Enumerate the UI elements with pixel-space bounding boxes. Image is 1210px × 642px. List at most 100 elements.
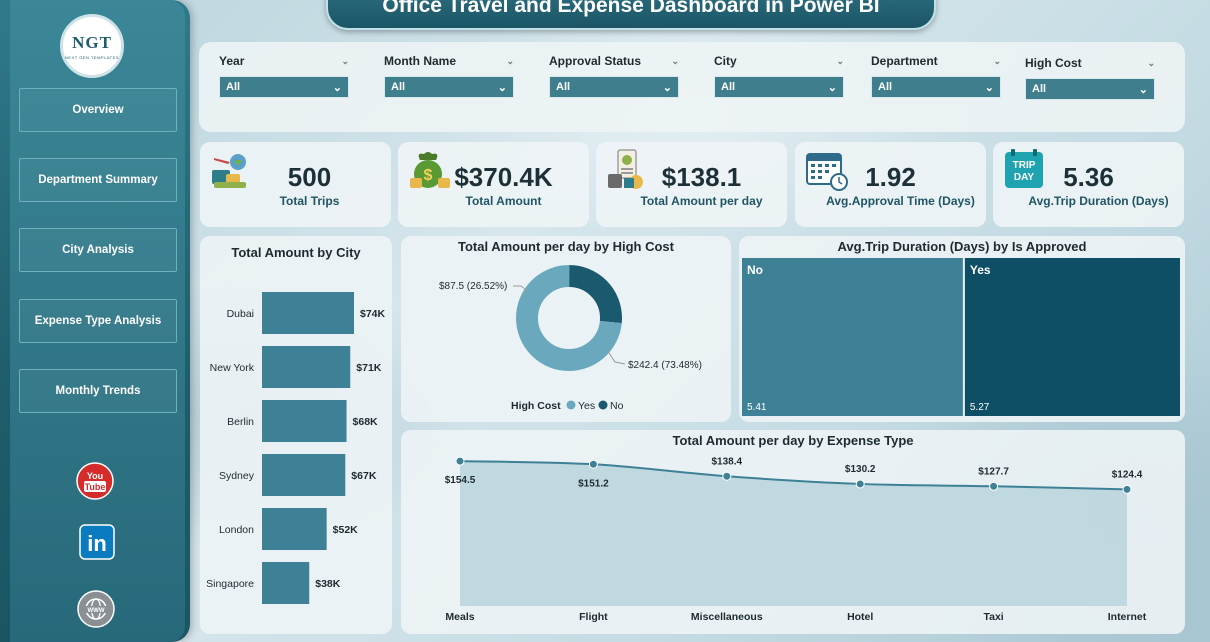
bar-value-label: $71K bbox=[356, 362, 382, 374]
data-point[interactable] bbox=[722, 471, 732, 481]
data-value-label: $124.4 bbox=[1112, 469, 1143, 480]
logo-text: NGT bbox=[72, 32, 112, 52]
svg-text:You: You bbox=[87, 471, 103, 481]
chevron-down-icon[interactable]: ⌄ bbox=[836, 55, 844, 66]
globe-icon[interactable]: WWW bbox=[77, 590, 115, 628]
high-cost-select[interactable]: All ⌄ bbox=[1025, 78, 1155, 100]
tile-value-label: 5.27 bbox=[970, 402, 990, 413]
data-point[interactable] bbox=[455, 456, 465, 466]
kpi-value: 1.92 bbox=[865, 162, 916, 192]
chevron-down-icon[interactable]: ⌄ bbox=[671, 55, 679, 66]
kpi-label: Avg.Approval Time (Days) bbox=[826, 194, 975, 208]
sidebar: NGT NEXT GEN TEMPLATES Overview Departme… bbox=[0, 0, 190, 642]
chart-title: Total Amount per day by High Cost bbox=[458, 239, 674, 254]
bar-value-label: $68K bbox=[353, 416, 379, 428]
tile-name-label: No bbox=[747, 263, 763, 277]
month-name-select[interactable]: All ⌄ bbox=[384, 76, 514, 98]
filter-label: City bbox=[714, 54, 737, 68]
filter-department: Department ⌄ All ⌄ bbox=[871, 52, 1001, 98]
tile-name-label: Yes bbox=[970, 263, 991, 277]
high-cost-donut-chart: $87.5 (26.52%) $242.4 (73.48%) High Cost Ye… bbox=[439, 265, 702, 412]
city-bar-chart: Dubai $74K New York $71K Berlin $68K Sydney $67… bbox=[206, 292, 386, 604]
data-point[interactable] bbox=[1122, 484, 1132, 494]
nav-label: Expense Type Analysis bbox=[34, 315, 162, 327]
bar-category-label: Sydney bbox=[219, 470, 255, 482]
trip-duration-treemap-panel: Avg.Trip Duration (Days) by Is Approved … bbox=[739, 236, 1185, 422]
nav-label: City Analysis bbox=[62, 244, 134, 256]
kpi-label: Total Amount per day bbox=[640, 194, 763, 208]
receipt-icon bbox=[604, 148, 650, 192]
bar[interactable] bbox=[262, 454, 346, 496]
filter-bar: Year ⌄ All ⌄ Month Name ⌄ All ⌄ Approval Sta… bbox=[199, 42, 1185, 132]
chevron-down-icon[interactable]: ⌄ bbox=[993, 55, 1001, 66]
bar-value-label: $52K bbox=[333, 524, 359, 536]
bar[interactable] bbox=[262, 292, 354, 334]
filter-approval-status: Approval Status ⌄ All ⌄ bbox=[549, 52, 679, 98]
data-value-label: $127.7 bbox=[978, 466, 1009, 477]
chevron-down-icon[interactable]: ⌄ bbox=[1147, 57, 1155, 68]
chart-title: Avg.Trip Duration (Days) by Is Approved bbox=[837, 239, 1087, 254]
chevron-down-icon[interactable]: ⌄ bbox=[341, 55, 349, 66]
filter-label: High Cost bbox=[1025, 56, 1082, 70]
bar-category-label: London bbox=[219, 524, 254, 536]
bar-category-label: Berlin bbox=[227, 416, 254, 428]
leader-line bbox=[513, 285, 530, 293]
trip-duration-treemap: No 5.41 Yes 5.27 bbox=[742, 258, 1180, 416]
trip-day-text: TRIP bbox=[1013, 160, 1036, 171]
bar-category-label: Dubai bbox=[227, 308, 254, 320]
title-text: Office Travel and Expense Dashboard in P… bbox=[382, 0, 880, 17]
linkedin-icon[interactable]: in bbox=[78, 523, 116, 561]
data-value-label: $151.2 bbox=[578, 478, 609, 489]
bar-value-label: $74K bbox=[360, 308, 386, 320]
expense-type-area-chart: $154.5 Meals $151.2 Flight $138.4 Miscellaneo… bbox=[445, 456, 1147, 623]
select-value: All bbox=[391, 81, 406, 93]
nav-label: Overview bbox=[72, 104, 124, 116]
slice-label: $87.5 (26.52%) bbox=[439, 281, 507, 292]
filter-year: Year ⌄ All ⌄ bbox=[219, 52, 349, 98]
svg-text:in: in bbox=[87, 531, 107, 556]
treemap-tile[interactable] bbox=[742, 258, 963, 416]
kpi-label: Total Trips bbox=[279, 194, 340, 208]
nav-city-analysis[interactable]: City Analysis bbox=[19, 228, 177, 272]
calendar-icon bbox=[803, 148, 849, 192]
kpi-total-trips: 500 Total Trips bbox=[200, 142, 391, 227]
bar-value-label: $67K bbox=[351, 470, 377, 482]
chevron-down-icon[interactable]: ⌄ bbox=[506, 55, 514, 66]
bar[interactable] bbox=[262, 400, 347, 442]
city-select[interactable]: All ⌄ bbox=[714, 76, 844, 98]
department-select[interactable]: All ⌄ bbox=[871, 76, 1001, 98]
kpi-avg-approval-time: 1.92 Avg.Approval Time (Days) bbox=[795, 142, 986, 227]
filter-label: Year bbox=[219, 54, 245, 68]
approval-status-select[interactable]: All ⌄ bbox=[549, 76, 679, 98]
chart-title: Total Amount by City bbox=[231, 245, 361, 260]
kpi-total-amount-per-day: $138.1 Total Amount per day bbox=[596, 142, 787, 227]
area-line bbox=[459, 460, 1128, 491]
chevron-down-icon: ⌄ bbox=[1138, 83, 1148, 96]
nav-monthly-trends[interactable]: Monthly Trends bbox=[19, 369, 177, 413]
x-tick-label: Flight bbox=[579, 611, 608, 623]
filter-high-cost: High Cost ⌄ All ⌄ bbox=[1025, 54, 1155, 100]
nav-overview[interactable]: Overview bbox=[19, 88, 177, 132]
bar-category-label: New York bbox=[210, 362, 255, 374]
bar[interactable] bbox=[262, 562, 310, 604]
logo-subtext: NEXT GEN TEMPLATES bbox=[65, 54, 119, 60]
data-point[interactable] bbox=[855, 479, 865, 489]
bar[interactable] bbox=[262, 508, 327, 550]
data-point[interactable] bbox=[989, 481, 999, 491]
select-value: All bbox=[1032, 83, 1047, 95]
treemap-tile[interactable] bbox=[964, 258, 1180, 416]
x-tick-label: Internet bbox=[1108, 611, 1147, 623]
nav-department-summary[interactable]: Department Summary bbox=[19, 158, 177, 202]
kpi-label: Total Amount bbox=[465, 194, 542, 208]
data-point[interactable] bbox=[588, 459, 598, 469]
bar[interactable] bbox=[262, 346, 351, 388]
expense-type-area-panel: Total Amount per day by Expense Type $15… bbox=[401, 430, 1185, 634]
year-select[interactable]: All ⌄ bbox=[219, 76, 349, 98]
legend-label: Yes bbox=[578, 400, 595, 412]
select-value: All bbox=[226, 81, 241, 93]
travel-icon bbox=[208, 148, 254, 192]
data-value-label: $154.5 bbox=[445, 475, 476, 486]
youtube-icon[interactable]: You Tube bbox=[76, 462, 114, 500]
city-bar-chart-panel: Total Amount by City Dubai $74K New York $7… bbox=[200, 236, 392, 634]
nav-expense-type-analysis[interactable]: Expense Type Analysis bbox=[19, 299, 177, 343]
